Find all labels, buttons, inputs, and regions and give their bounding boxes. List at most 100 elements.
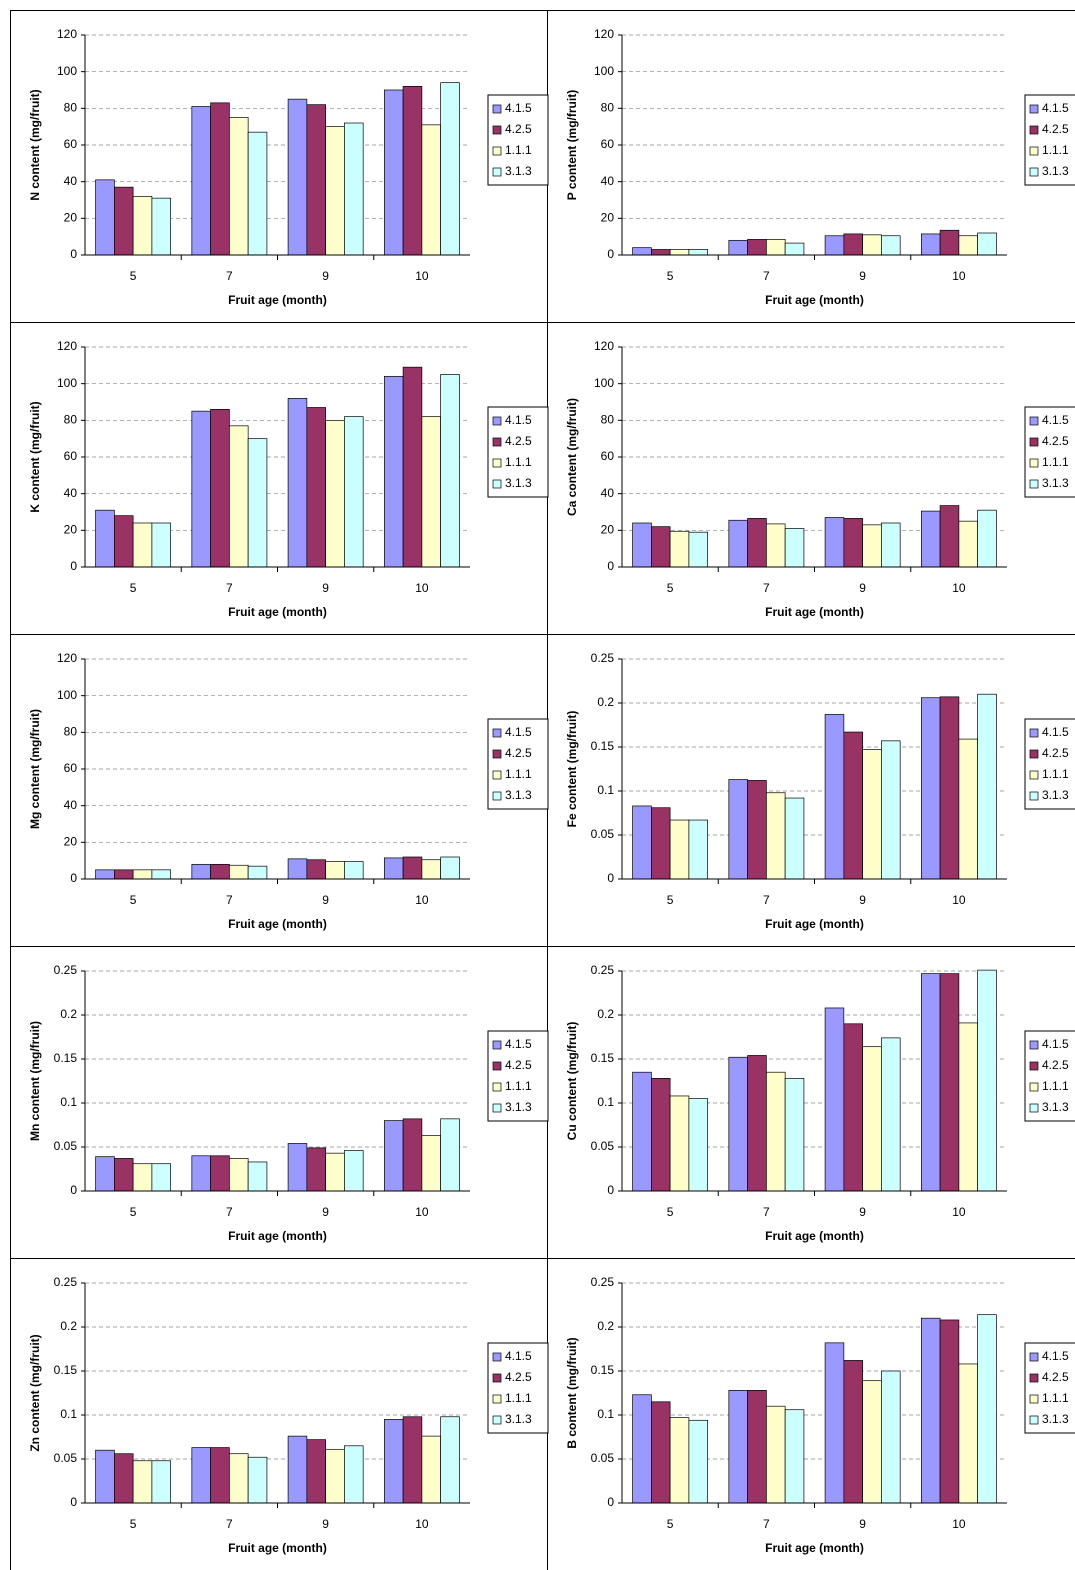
y-tick-label: 20 (601, 211, 615, 225)
legend-swatch (493, 1353, 501, 1361)
legend-label: 3.1.3 (1042, 476, 1069, 490)
bar (766, 793, 785, 879)
x-tick-label: 10 (952, 1205, 966, 1219)
bar (651, 1402, 670, 1503)
bar (229, 1454, 248, 1503)
bar (689, 532, 708, 567)
legend-label: 4.1.5 (505, 413, 532, 427)
y-axis-label: Ca content (mg/fruit) (565, 398, 579, 516)
legend-label: 4.2.5 (505, 746, 532, 760)
x-tick-label: 9 (859, 269, 866, 283)
x-tick-label: 10 (952, 893, 966, 907)
bar (863, 525, 882, 567)
bar (844, 518, 863, 567)
legend-swatch (1030, 771, 1038, 779)
y-tick-label: 0.1 (60, 1095, 77, 1109)
bar (96, 1450, 115, 1503)
bar (633, 523, 652, 567)
y-tick-label: 0 (607, 559, 614, 573)
bar (978, 233, 997, 255)
bar (633, 1072, 652, 1191)
x-tick-label: 5 (130, 893, 137, 907)
bar (729, 520, 748, 567)
bar (403, 86, 422, 255)
bar (825, 236, 844, 255)
x-tick-label: 5 (130, 269, 137, 283)
bar (978, 694, 997, 879)
legend-swatch (493, 480, 501, 488)
legend-label: 4.1.5 (505, 101, 532, 115)
legend-swatch (1030, 438, 1038, 446)
x-tick-label: 7 (763, 893, 770, 907)
y-tick-label: 0.1 (597, 783, 614, 797)
bar (403, 1417, 422, 1503)
legend-label: 1.1.1 (1042, 455, 1069, 469)
bar (403, 367, 422, 567)
y-tick-label: 0.05 (54, 1451, 78, 1465)
x-tick-label: 10 (415, 1205, 429, 1219)
x-tick-label: 9 (322, 1205, 329, 1219)
bar (844, 732, 863, 879)
bar (785, 1410, 804, 1503)
bar (785, 243, 804, 255)
bar (881, 236, 900, 255)
y-tick-label: 0 (70, 559, 77, 573)
legend-swatch (493, 1041, 501, 1049)
bar (670, 1418, 689, 1503)
bar (825, 1008, 844, 1191)
legend-label: 4.1.5 (1042, 1349, 1069, 1363)
legend-swatch (493, 1374, 501, 1382)
bar (748, 780, 767, 879)
bar (133, 1461, 152, 1503)
legend-label: 1.1.1 (1042, 767, 1069, 781)
bar (384, 1419, 403, 1503)
bar (670, 1096, 689, 1191)
bar (248, 439, 267, 567)
legend-swatch (1030, 105, 1038, 113)
x-axis-label: Fruit age (month) (228, 917, 327, 931)
x-tick-label: 10 (952, 1517, 966, 1531)
bar (288, 859, 307, 879)
legend-swatch (1030, 1416, 1038, 1424)
legend-swatch (1030, 168, 1038, 176)
y-tick-label: 0.2 (597, 695, 614, 709)
x-tick-label: 7 (226, 1205, 233, 1219)
legend-label: 4.2.5 (1042, 1058, 1069, 1072)
bar (441, 83, 460, 255)
bar (192, 1448, 211, 1503)
legend-label: 4.2.5 (1042, 1370, 1069, 1384)
x-tick-label: 7 (763, 269, 770, 283)
y-tick-label: 0.25 (591, 1275, 615, 1289)
y-tick-label: 0 (70, 247, 77, 261)
bar (881, 523, 900, 567)
x-tick-label: 5 (667, 893, 674, 907)
y-tick-label: 120 (594, 27, 614, 41)
bar (959, 521, 978, 567)
y-tick-label: 40 (64, 174, 78, 188)
bar (307, 408, 326, 568)
y-tick-label: 0.2 (597, 1319, 614, 1333)
legend-label: 3.1.3 (505, 164, 532, 178)
legend-label: 4.1.5 (505, 1037, 532, 1051)
bar (403, 1119, 422, 1191)
x-tick-label: 7 (763, 1205, 770, 1219)
y-tick-label: 0.15 (54, 1363, 78, 1377)
bar (940, 697, 959, 879)
bar (211, 1448, 230, 1503)
y-tick-label: 0.15 (591, 1363, 615, 1377)
legend-swatch (493, 126, 501, 134)
legend-label: 4.1.5 (1042, 725, 1069, 739)
bar (921, 698, 940, 879)
bar (881, 1371, 900, 1503)
bar (881, 741, 900, 879)
bar (133, 1164, 152, 1191)
bar (921, 234, 940, 255)
x-tick-label: 9 (859, 1517, 866, 1531)
x-tick-label: 10 (415, 1517, 429, 1531)
legend-swatch (1030, 1041, 1038, 1049)
legend-label: 3.1.3 (505, 788, 532, 802)
bar (403, 857, 422, 879)
legend-swatch (1030, 1104, 1038, 1112)
legend-swatch (1030, 1083, 1038, 1091)
y-tick-label: 0 (70, 1495, 77, 1509)
